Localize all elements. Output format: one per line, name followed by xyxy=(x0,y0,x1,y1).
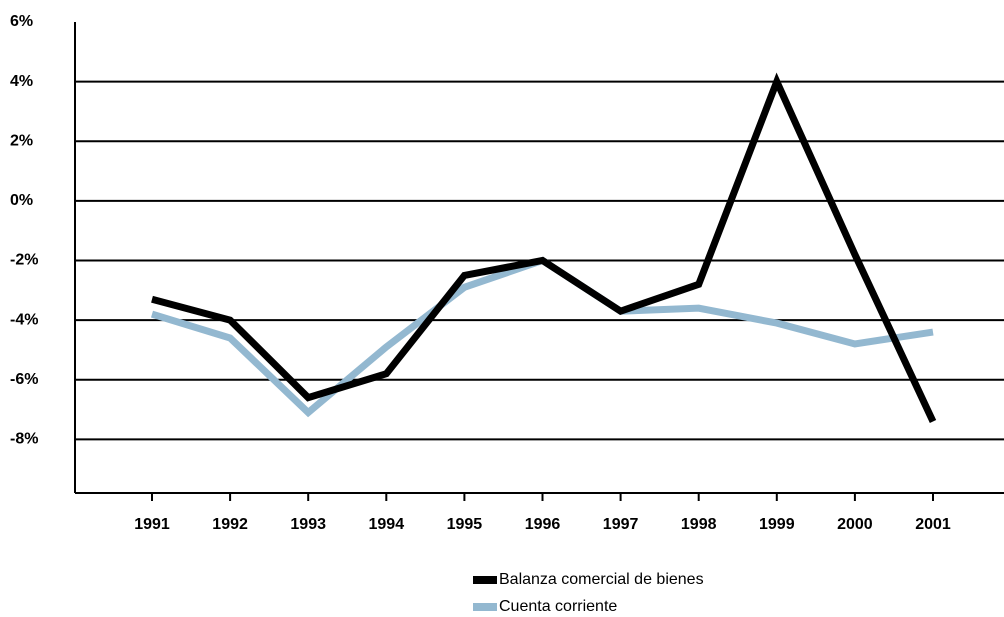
legend-label: Cuenta corriente xyxy=(499,598,617,615)
x-tick-label: 1996 xyxy=(525,516,561,533)
y-tick-label: -2% xyxy=(10,252,38,269)
x-tick-label: 1992 xyxy=(212,516,248,533)
x-tick-label: 2000 xyxy=(837,516,873,533)
y-tick-label: -8% xyxy=(10,431,38,448)
y-tick-label: 2% xyxy=(10,132,33,149)
legend-label: Balanza comercial de bienes xyxy=(499,571,704,588)
y-tick-label: -4% xyxy=(10,311,38,328)
x-tick-label: 1995 xyxy=(447,516,483,533)
x-tick-label: 1993 xyxy=(290,516,326,533)
y-tick-label: 0% xyxy=(10,192,33,209)
y-tick-label: 6% xyxy=(10,13,33,30)
x-tick-label: 2001 xyxy=(915,516,951,533)
x-tick-label: 1994 xyxy=(369,516,405,533)
x-tick-label: 1998 xyxy=(681,516,717,533)
y-tick-label: -6% xyxy=(10,371,38,388)
x-tick-label: 1999 xyxy=(759,516,795,533)
x-tick-label: 1997 xyxy=(603,516,639,533)
y-tick-label: 4% xyxy=(10,73,33,90)
series-line xyxy=(151,72,937,423)
x-tick-label: 1991 xyxy=(134,516,170,533)
series-line xyxy=(150,256,934,418)
